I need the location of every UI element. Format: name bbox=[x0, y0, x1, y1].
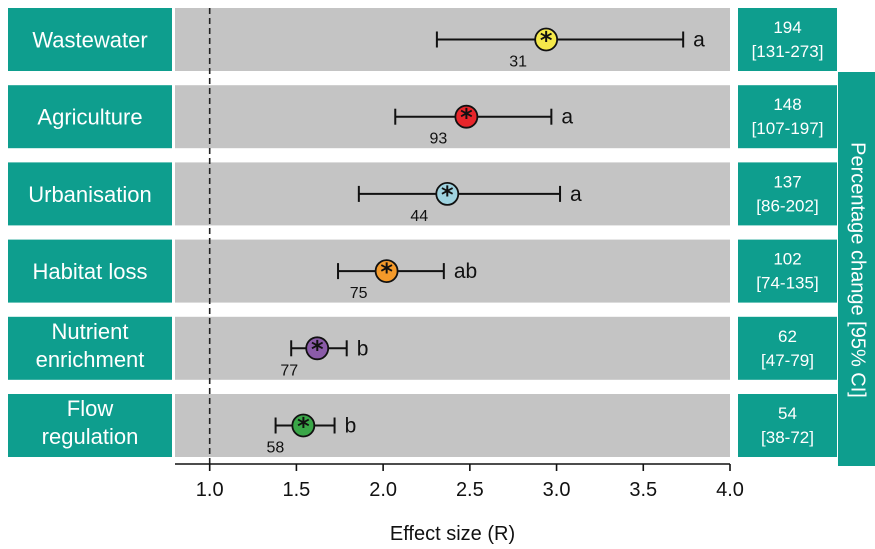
significance-group-label: a bbox=[693, 29, 705, 52]
x-tick-label: 3.5 bbox=[629, 479, 657, 501]
category-label: Habitat loss bbox=[33, 259, 148, 284]
sample-size-label: 44 bbox=[410, 208, 428, 225]
percentage-change-value: 62 bbox=[778, 327, 797, 346]
percentage-box bbox=[738, 162, 837, 226]
percentage-change-ci: [38-72] bbox=[761, 428, 814, 447]
percentage-change-value: 194 bbox=[773, 18, 801, 37]
x-tick-label: 4.0 bbox=[716, 479, 744, 501]
category-label: Urbanisation bbox=[28, 182, 152, 207]
significance-group-label: a bbox=[570, 183, 582, 206]
sample-size-label: 75 bbox=[350, 285, 368, 302]
asterisk-marker: * bbox=[540, 27, 553, 55]
percentage-change-ci: [86-202] bbox=[756, 196, 818, 215]
right-axis-band bbox=[838, 72, 875, 466]
category-label-box bbox=[8, 8, 172, 71]
percentage-change-ci: [74-135] bbox=[756, 274, 818, 293]
percentage-box bbox=[738, 239, 837, 303]
significance-group-label: a bbox=[561, 106, 573, 129]
percentage-box bbox=[738, 85, 837, 149]
percentage-box bbox=[738, 316, 837, 380]
significance-group-label: ab bbox=[454, 260, 477, 283]
asterisk-marker: * bbox=[380, 258, 393, 286]
category-label-box bbox=[8, 162, 172, 226]
x-tick-label: 2.0 bbox=[369, 479, 397, 501]
percentage-box bbox=[738, 8, 837, 71]
category-label: Wastewater bbox=[32, 28, 147, 53]
right-axis-label: Percentage change [95% CI] bbox=[847, 142, 869, 398]
estimate-point bbox=[374, 259, 399, 284]
category-label: enrichment bbox=[36, 347, 145, 372]
estimate-point bbox=[534, 27, 559, 52]
category-label: regulation bbox=[42, 424, 139, 449]
significance-group-label: b bbox=[345, 415, 357, 438]
estimate-point bbox=[291, 413, 316, 438]
asterisk-marker: * bbox=[441, 181, 454, 209]
x-axis-label: Effect size (R) bbox=[390, 523, 515, 545]
percentage-change-ci: [47-79] bbox=[761, 351, 814, 370]
category-label-box bbox=[8, 316, 172, 380]
sample-size-label: 58 bbox=[266, 440, 284, 457]
category-label-box bbox=[8, 394, 172, 457]
asterisk-marker: * bbox=[460, 104, 473, 132]
significance-group-label: b bbox=[357, 337, 369, 360]
x-tick-label: 1.5 bbox=[283, 479, 311, 501]
estimate-point bbox=[435, 181, 460, 206]
percentage-change-value: 148 bbox=[773, 95, 801, 114]
category-label: Flow bbox=[67, 396, 114, 421]
percentage-change-value: 54 bbox=[778, 404, 797, 423]
x-tick-label: 3.0 bbox=[543, 479, 571, 501]
x-tick-label: 2.5 bbox=[456, 479, 484, 501]
category-label: Nutrient bbox=[51, 319, 128, 344]
category-label: Agriculture bbox=[37, 105, 142, 130]
percentage-box bbox=[738, 394, 837, 457]
category-label-box bbox=[8, 85, 172, 149]
sample-size-label: 77 bbox=[280, 362, 298, 379]
estimate-point bbox=[305, 336, 330, 361]
x-tick-label: 1.0 bbox=[196, 479, 224, 501]
asterisk-marker: * bbox=[297, 413, 310, 441]
row-panel bbox=[175, 394, 730, 457]
estimate-point bbox=[454, 104, 479, 129]
category-label-box bbox=[8, 239, 172, 303]
percentage-change-ci: [107-197] bbox=[752, 119, 824, 138]
sample-size-label: 93 bbox=[429, 131, 447, 148]
percentage-change-ci: [131-273] bbox=[752, 42, 824, 61]
row-panel bbox=[175, 316, 730, 380]
percentage-change-value: 102 bbox=[773, 250, 801, 269]
row-panel bbox=[175, 239, 730, 303]
asterisk-marker: * bbox=[311, 335, 324, 363]
percentage-change-value: 137 bbox=[773, 172, 801, 191]
sample-size-label: 31 bbox=[509, 54, 527, 71]
